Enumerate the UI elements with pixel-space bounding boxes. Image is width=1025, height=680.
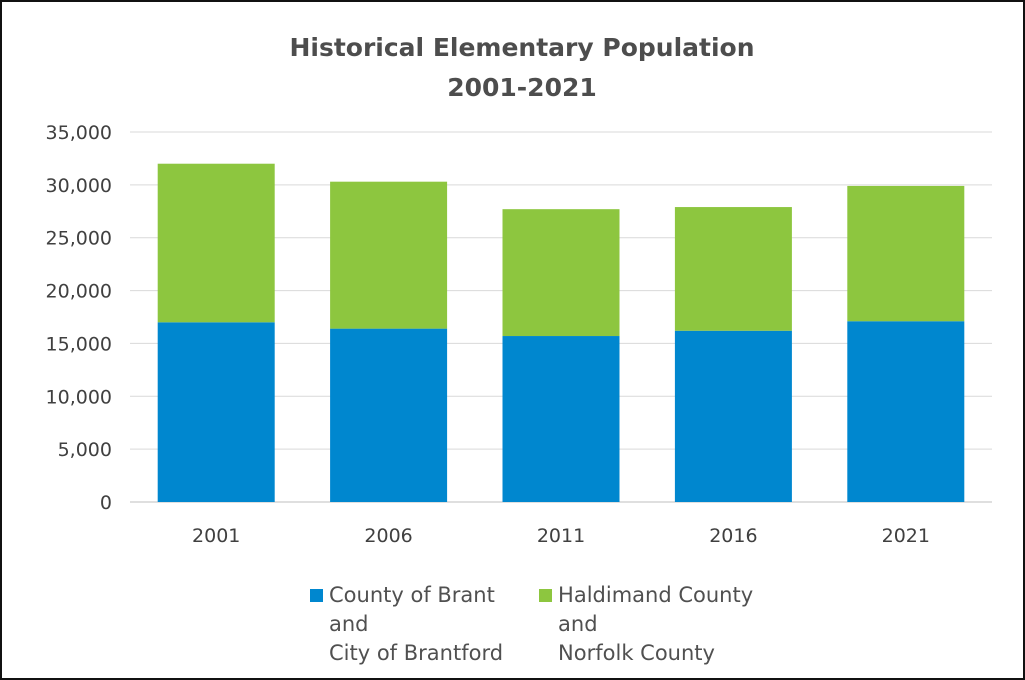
chart-title-line-1: Historical Elementary Population [289, 33, 755, 62]
y-tick-label: 10,000 [46, 386, 112, 408]
bar-segment-brant [847, 321, 965, 502]
legend-item-brant: County of Brant and City of Brantford [310, 581, 503, 668]
y-tick-label: 5,000 [58, 439, 112, 461]
bar-segment-haldimand [674, 207, 792, 331]
legend-swatch-brant [310, 589, 323, 602]
y-tick-label: 15,000 [46, 333, 112, 355]
y-tick-label: 30,000 [46, 175, 112, 197]
bar-segment-brant [502, 336, 620, 502]
x-tick-label: 2011 [537, 525, 585, 547]
x-tick-label: 2001 [192, 525, 240, 547]
bar-segment-brant [330, 328, 448, 502]
legend-swatch-haldimand [539, 589, 553, 602]
bar-segment-haldimand [330, 181, 448, 329]
chart-title-line-2: 2001-2021 [447, 73, 597, 102]
bar-segment-haldimand [847, 185, 965, 322]
legend-item-haldimand: Haldimand County and Norfolk County [539, 581, 753, 668]
bar-segment-brant [157, 322, 275, 502]
legend-label-brant: County of Brant and City of Brantford [329, 583, 504, 665]
y-tick-label: 25,000 [46, 228, 112, 250]
chart-legend: County of Brant and City of Brantford Ha… [310, 581, 753, 668]
bar-segment-haldimand [502, 209, 620, 337]
x-tick-label: 2021 [882, 525, 930, 547]
x-tick-label: 2006 [364, 525, 412, 547]
chart-title: Historical Elementary Population 2001-20… [2, 28, 1025, 108]
bar-segment-haldimand [157, 163, 275, 323]
y-tick-label: 20,000 [46, 281, 112, 303]
y-tick-label: 0 [100, 492, 112, 514]
chart-plot-area: 0 5,000 10,000 15,000 20,000 25,000 30,000 35,0… [46, 122, 992, 547]
x-tick-label: 2016 [709, 525, 757, 547]
y-tick-label: 35,000 [46, 122, 112, 144]
legend-label-haldimand: Haldimand County and Norfolk County [558, 583, 754, 665]
bar-segment-brant [674, 330, 792, 502]
